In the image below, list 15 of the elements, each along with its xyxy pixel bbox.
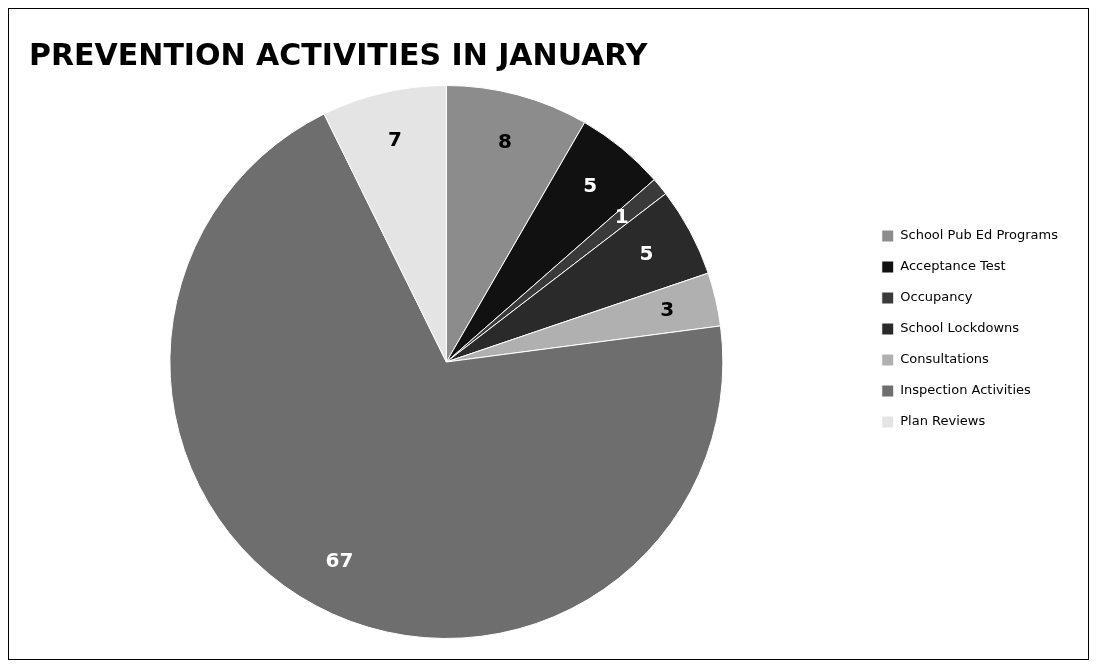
legend-label: School Pub Ed Programs [900, 227, 1059, 243]
data-label: 67 [325, 548, 354, 573]
data-label: 1 [614, 204, 629, 229]
legend-label: School Lockdowns [900, 320, 1020, 336]
data-label: 7 [387, 127, 402, 152]
legend-label: Occupancy [900, 289, 973, 305]
legend-label: Inspection Activities [900, 382, 1032, 398]
legend-label: Consultations [900, 351, 990, 367]
chart-title: PREVENTION ACTIVITIES IN JANUARY [29, 36, 649, 72]
data-label: 8 [498, 129, 513, 154]
data-label: 5 [639, 241, 654, 266]
legend-label: Acceptance Test [900, 258, 1006, 274]
data-label: 3 [660, 296, 675, 321]
data-label: 5 [583, 172, 598, 197]
legend-label: Plan Reviews [900, 413, 986, 429]
